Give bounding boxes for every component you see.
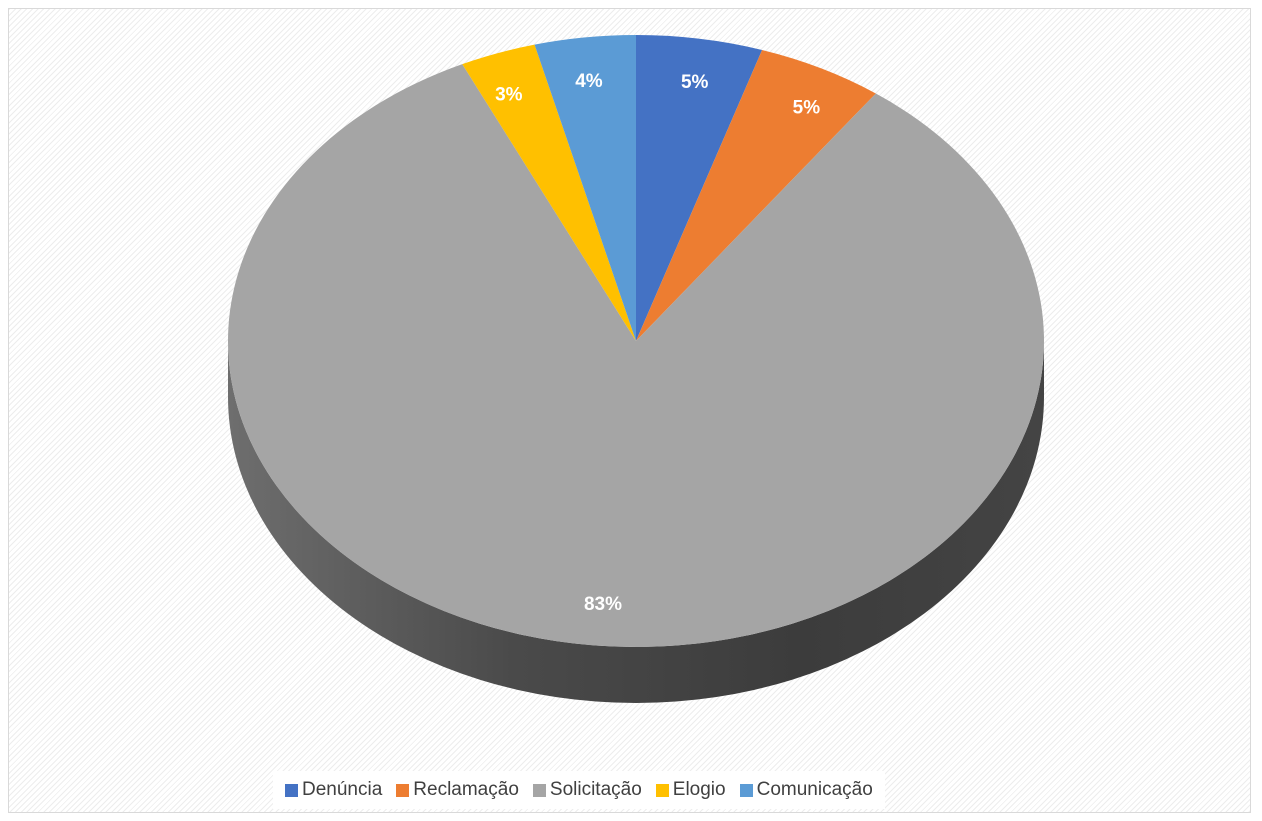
- pie-chart: 5% 5% 83% 3% 4%: [228, 35, 1045, 703]
- legend-swatch: [655, 783, 669, 797]
- pie-slice-solicitacao: [228, 64, 1045, 647]
- pie-side: [228, 341, 1044, 703]
- legend-item-comunicacao: Comunicação: [739, 779, 873, 801]
- legend-item-elogio: Elogio: [655, 779, 726, 801]
- data-label-elogio: 3%: [495, 84, 523, 105]
- legend-swatch: [532, 783, 546, 797]
- legend-swatch: [739, 783, 753, 797]
- legend-label: Solicitação: [549, 779, 642, 800]
- legend-item-solicitacao: Solicitação: [532, 779, 642, 801]
- legend-label: Comunicação: [756, 779, 873, 800]
- pie-slice-elogio: [462, 44, 636, 341]
- chart-area: 5% 5% 83% 3% 4% Denúncia Reclamação Solicita…: [8, 8, 1251, 813]
- data-labels: 5% 5% 83% 3% 4%: [495, 71, 820, 615]
- legend-label: Denúncia: [302, 779, 383, 800]
- legend-item-reclamacao: Reclamação: [396, 779, 519, 801]
- data-label-comunicacao: 4%: [575, 71, 603, 92]
- data-label-denuncia: 5%: [681, 72, 709, 93]
- legend-label: Elogio: [672, 779, 726, 800]
- legend-label: Reclamação: [413, 779, 519, 800]
- pie-slice-comunicacao: [534, 35, 636, 341]
- pie-slice-reclamacao: [636, 49, 876, 341]
- legend: Denúncia Reclamação Solicitação Elogio C…: [273, 771, 885, 809]
- legend-swatch: [396, 783, 410, 797]
- legend-item-denuncia: Denúncia: [285, 779, 382, 801]
- pie-side-wall: [228, 341, 1044, 703]
- pie-slice-denuncia: [636, 35, 763, 341]
- pie-slices: [228, 35, 1045, 647]
- legend-swatch: [285, 783, 298, 797]
- data-label-solicitacao: 83%: [584, 594, 622, 615]
- data-label-reclamacao: 5%: [793, 98, 821, 119]
